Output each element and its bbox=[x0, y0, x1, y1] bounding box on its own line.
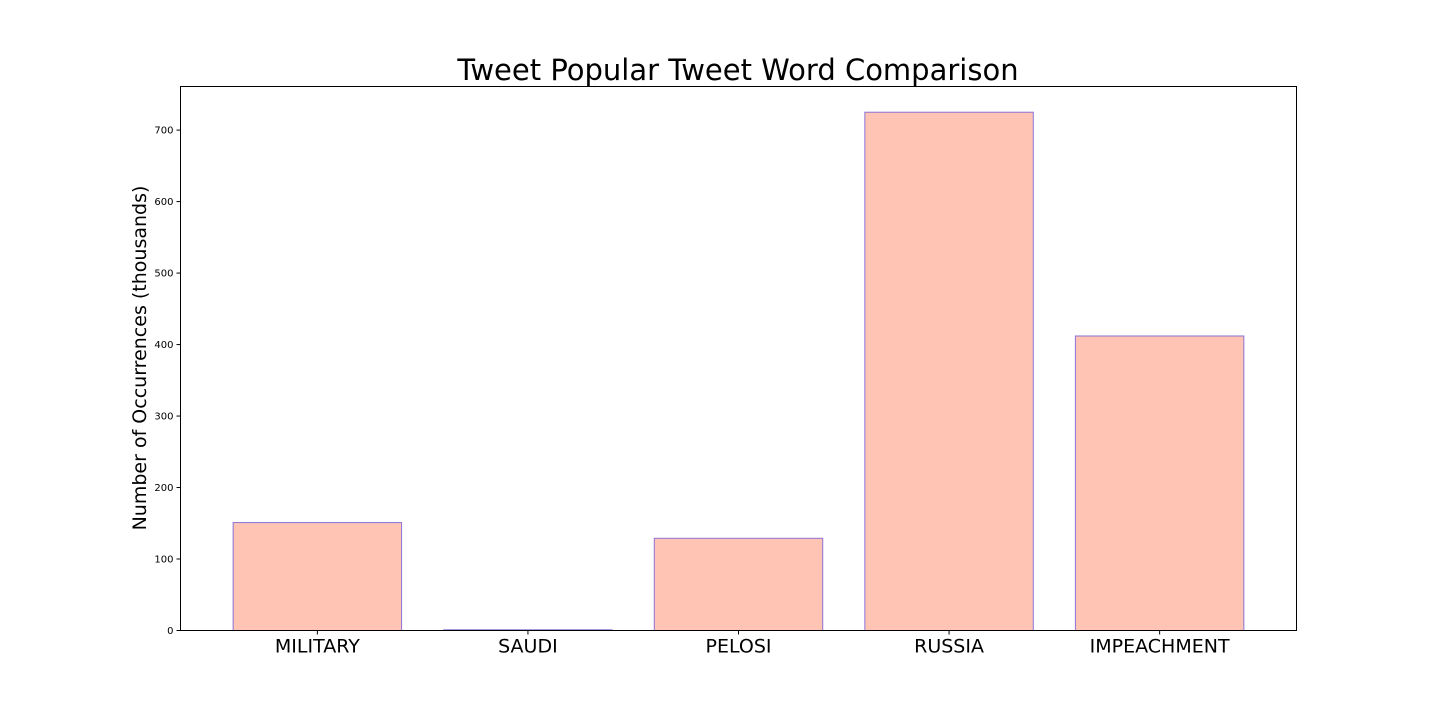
y-tick-label: 600 bbox=[154, 197, 173, 208]
y-ticks-layer: 0 100 200 300 400 500 600 700 bbox=[154, 126, 181, 637]
x-tick-label-russia: RUSSIA bbox=[914, 636, 984, 658]
x-ticks-layer: MILITARY SAUDI PELOSI RUSSIA IMPEACHMENT bbox=[275, 630, 1230, 658]
chart-title: Tweet Popular Tweet Word Comparison bbox=[456, 53, 1018, 87]
plot-frame bbox=[180, 86, 1297, 631]
x-tick-label-military: MILITARY bbox=[275, 636, 360, 658]
y-tick-label: 0 bbox=[167, 626, 173, 637]
x-tick-label-saudi: SAUDI bbox=[498, 636, 558, 658]
y-tick-label: 200 bbox=[154, 483, 173, 494]
y-tick-label: 100 bbox=[154, 555, 173, 566]
y-tick-label: 400 bbox=[154, 340, 173, 351]
bar-impeachment bbox=[1074, 335, 1245, 631]
bar-pelosi bbox=[653, 537, 824, 632]
bars-layer bbox=[232, 111, 1245, 632]
y-axis-label: Number of Occurrences (thousands) bbox=[129, 186, 151, 531]
y-tick-label: 300 bbox=[154, 412, 173, 423]
x-tick-label-impeachment: IMPEACHMENT bbox=[1090, 636, 1230, 658]
x-tick-label-pelosi: PELOSI bbox=[706, 636, 772, 658]
bar-russia bbox=[864, 111, 1034, 632]
y-tick-label: 500 bbox=[154, 269, 173, 280]
y-tick-label: 700 bbox=[154, 126, 173, 137]
bar-military bbox=[232, 522, 403, 631]
